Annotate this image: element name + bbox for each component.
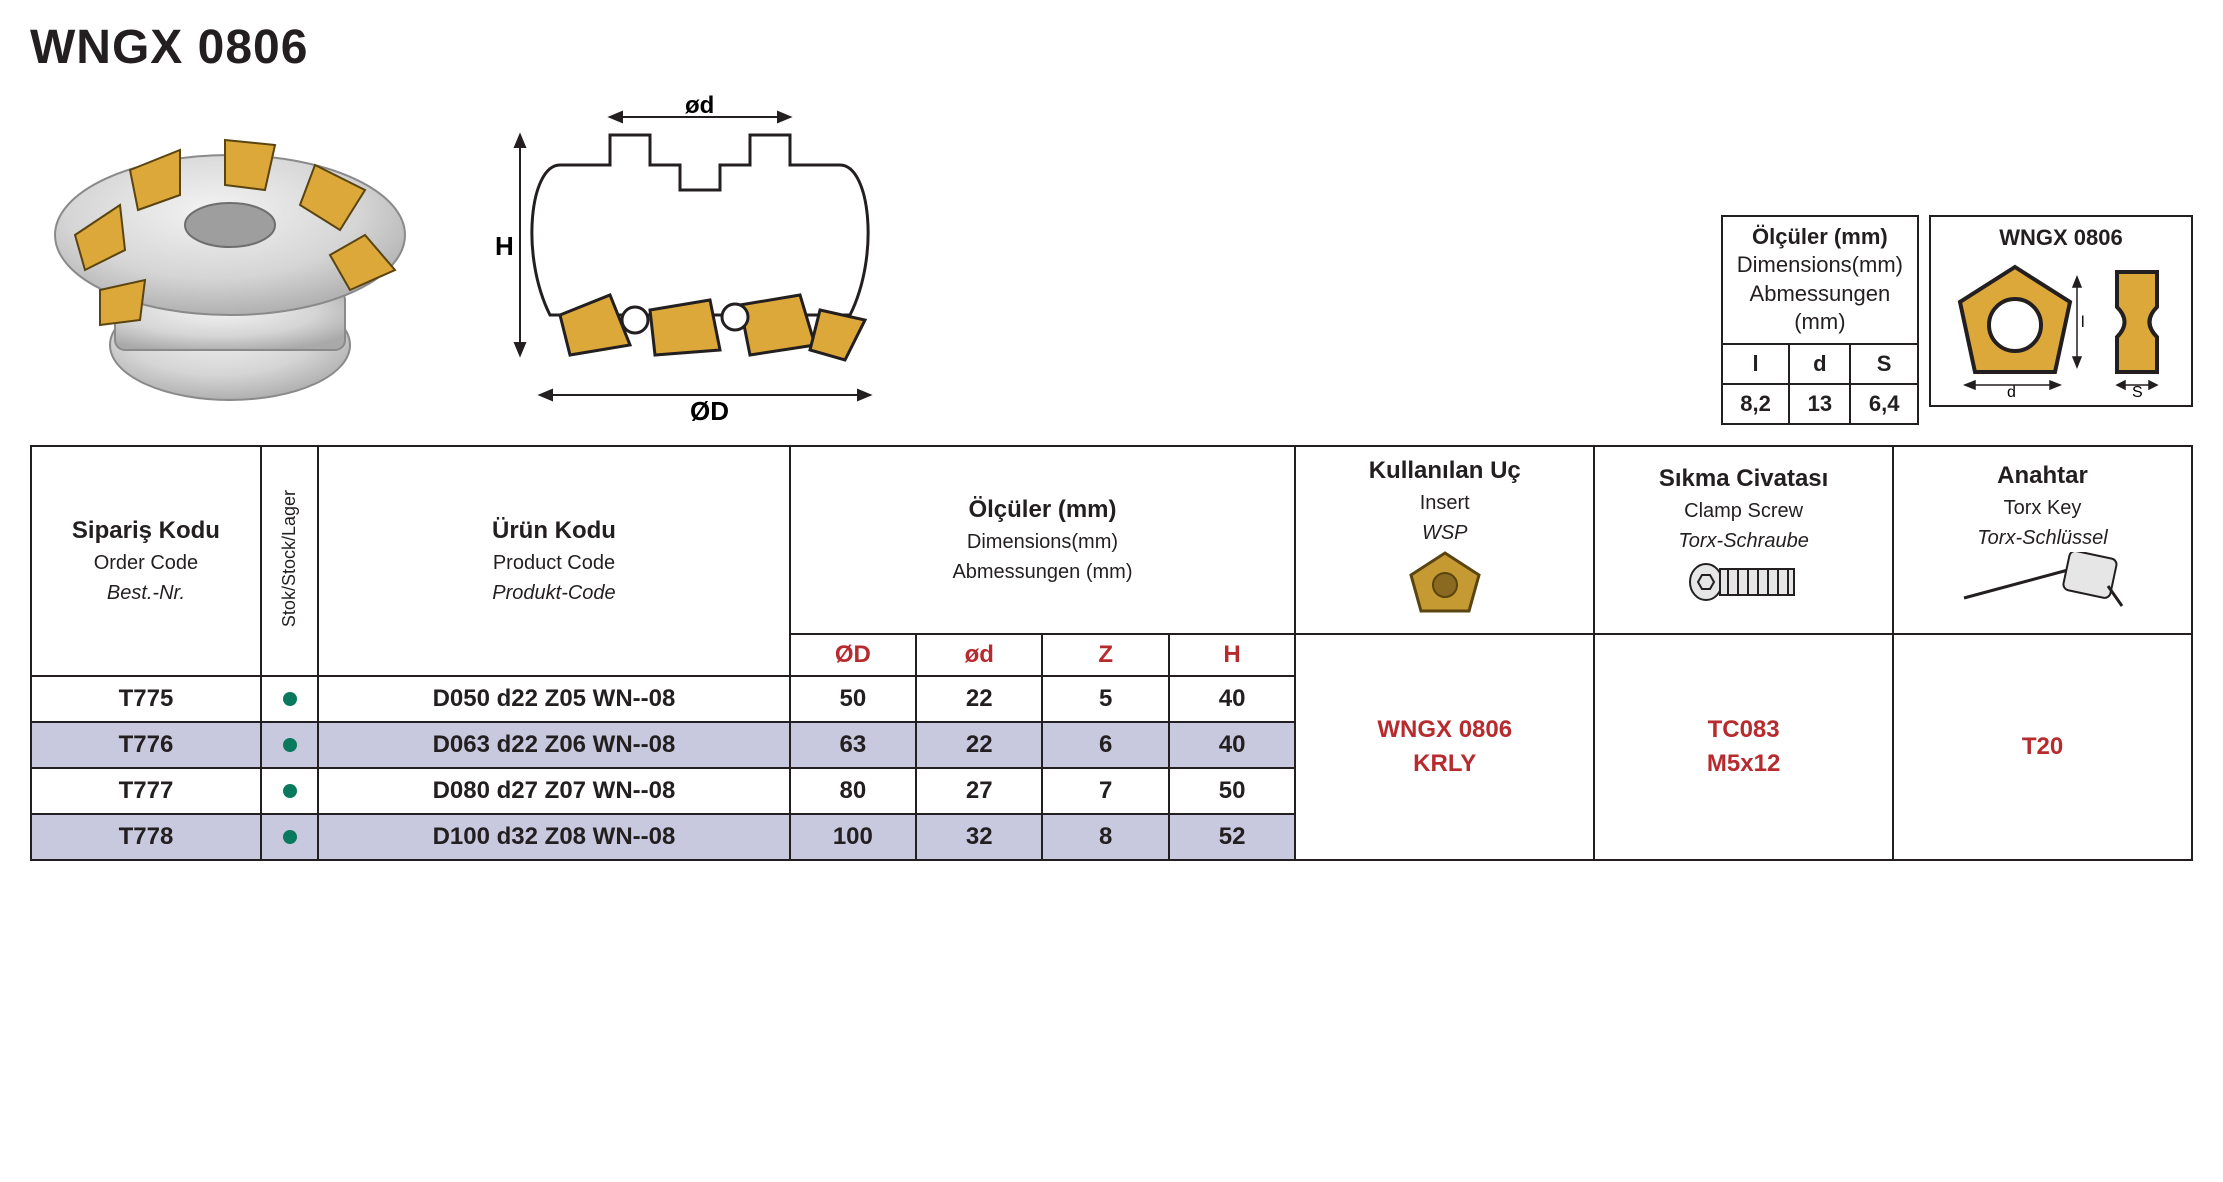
merged-screw: TC083M5x12 (1594, 634, 1893, 860)
stock-dot-icon (283, 784, 297, 798)
dim-col-l: l (1722, 344, 1790, 384)
screw-icon (1684, 555, 1804, 609)
dim-val-l: 8,2 (1722, 384, 1790, 424)
dimcol-od: ød (916, 634, 1042, 676)
product-photo (30, 85, 430, 425)
stock-dot-icon (283, 738, 297, 752)
cell-od: 22 (916, 676, 1042, 722)
dim-title-3: Abmessungen (1750, 281, 1891, 306)
top-illustration-row: H ød ØD Ölçüler (mm) Dimensions(mm) Abme… (30, 85, 2193, 425)
dim-col-d: d (1789, 344, 1850, 384)
insert-dimension-panel: Ölçüler (mm) Dimensions(mm) Abmessungen … (970, 215, 2193, 425)
hdr-stock: Stok/Stock/Lager (261, 446, 318, 676)
dimcol-OD: ØD (790, 634, 916, 676)
dim-title-1: Ölçüler (mm) (1752, 224, 1888, 249)
cell-OD: 50 (790, 676, 916, 722)
hdr-insert: Kullanılan Uç Insert WSP (1295, 446, 1594, 634)
dimcol-H: H (1169, 634, 1295, 676)
insert-drawing-box: WNGX 0806 d l (1929, 215, 2193, 407)
dim-val-s: 6,4 (1850, 384, 1918, 424)
dim-title-4: (mm) (1794, 309, 1845, 334)
cell-H: 50 (1169, 768, 1295, 814)
page-title: WNGX 0806 (30, 20, 2193, 75)
cell-od: 32 (916, 814, 1042, 860)
insert-drawing-title: WNGX 0806 (1945, 225, 2177, 251)
insert-side-view-icon: S (2097, 257, 2177, 397)
svg-text:S: S (2132, 384, 2143, 397)
cell-stock (261, 814, 318, 860)
cell-od: 27 (916, 768, 1042, 814)
merged-key: T20 (1893, 634, 2192, 860)
torx-key-icon (1958, 552, 2128, 612)
insert-dimension-table: Ölçüler (mm) Dimensions(mm) Abmessungen … (1721, 215, 1919, 425)
cell-OD: 80 (790, 768, 916, 814)
cell-Z: 8 (1042, 814, 1168, 860)
cell-stock (261, 722, 318, 768)
cell-product: D100 d32 Z08 WN--08 (318, 814, 789, 860)
cell-H: 52 (1169, 814, 1295, 860)
cell-Z: 7 (1042, 768, 1168, 814)
stock-dot-icon (283, 830, 297, 844)
cell-order: T778 (31, 814, 261, 860)
cell-Z: 5 (1042, 676, 1168, 722)
product-table: Sipariş Kodu Order Code Best.-Nr. Stok/S… (30, 445, 2193, 861)
hdr-order: Sipariş Kodu Order Code Best.-Nr. (31, 446, 261, 676)
dim-val-d: 13 (1789, 384, 1850, 424)
stock-dot-icon (283, 692, 297, 706)
cell-OD: 100 (790, 814, 916, 860)
insert-icon (1403, 547, 1487, 617)
dim-title-2: Dimensions(mm) (1737, 252, 1903, 277)
insert-top-view-icon: d l (1945, 257, 2085, 397)
svg-text:d: d (2007, 384, 2016, 397)
cell-product: D063 d22 Z06 WN--08 (318, 722, 789, 768)
cell-stock (261, 768, 318, 814)
dim-h-label: H (495, 231, 514, 261)
svg-text:l: l (2081, 314, 2085, 331)
cell-Z: 6 (1042, 722, 1168, 768)
hdr-key: Anahtar Torx Key Torx-Schlüssel (1893, 446, 2192, 634)
technical-drawing: H ød ØD (470, 95, 930, 425)
dimcol-Z: Z (1042, 634, 1168, 676)
cell-stock (261, 676, 318, 722)
cell-product: D050 d22 Z05 WN--08 (318, 676, 789, 722)
cell-order: T775 (31, 676, 261, 722)
dim-od-label: ød (685, 95, 714, 119)
cell-order: T776 (31, 722, 261, 768)
dim-OD-label: ØD (690, 396, 729, 425)
hdr-product: Ürün Kodu Product Code Produkt-Code (318, 446, 789, 676)
merged-insert: WNGX 0806KRLY (1295, 634, 1594, 860)
cell-H: 40 (1169, 722, 1295, 768)
cell-H: 40 (1169, 676, 1295, 722)
hdr-screw: Sıkma Civatası Clamp Screw Torx-Schraube (1594, 446, 1893, 634)
cell-order: T777 (31, 768, 261, 814)
dim-col-s: S (1850, 344, 1918, 384)
cell-od: 22 (916, 722, 1042, 768)
hdr-dimensions: Ölçüler (mm) Dimensions(mm) Abmessungen … (790, 446, 1296, 634)
cell-product: D080 d27 Z07 WN--08 (318, 768, 789, 814)
cell-OD: 63 (790, 722, 916, 768)
